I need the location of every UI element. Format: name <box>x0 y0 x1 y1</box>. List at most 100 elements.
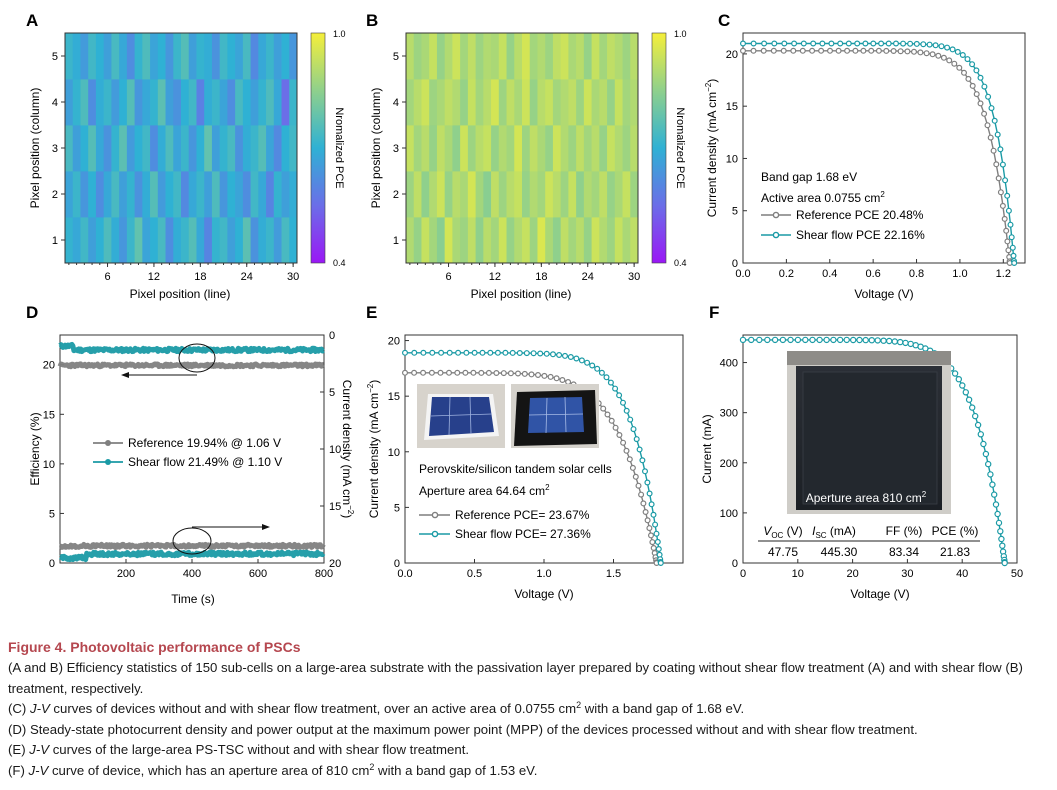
heatmap-cell <box>281 33 290 80</box>
x-tick-label: 800 <box>315 568 333 580</box>
x-tick-label: 30 <box>901 568 913 580</box>
heatmap-cell <box>219 125 228 172</box>
jv-marker <box>603 374 610 381</box>
heatmap-cell <box>591 79 600 126</box>
heatmap-cell <box>529 171 538 218</box>
heatmap-cell <box>522 33 531 80</box>
heatmap-cell <box>103 217 112 264</box>
jv-marker <box>523 350 530 357</box>
jv-marker <box>502 349 509 356</box>
heatmap-cell <box>475 217 484 264</box>
heatmap-cell <box>157 33 166 80</box>
y-tick-label: 0 <box>732 258 738 270</box>
heatmap-cell <box>242 217 251 264</box>
heatmap-cell <box>607 125 616 172</box>
legend-e-shear: Shear flow PCE= 27.36% <box>455 527 591 541</box>
heatmap-cell <box>258 171 267 218</box>
x-tick-label: 12 <box>148 271 160 283</box>
jv-marker <box>584 359 591 366</box>
heatmap-cell <box>491 217 500 264</box>
jv-marker <box>411 349 418 356</box>
x-tick-label: 6 <box>445 271 451 283</box>
table-header-voc: VOC (V) <box>763 524 802 540</box>
y-tick-label: 3 <box>52 143 58 155</box>
heatmap-cell <box>258 125 267 172</box>
jv-marker <box>437 369 444 376</box>
heatmap-cell <box>483 217 492 264</box>
heatmap-cell <box>406 217 415 264</box>
heatmap-cell <box>552 33 562 80</box>
jv-marker <box>954 48 961 55</box>
jv-marker <box>479 349 486 356</box>
jv-marker <box>748 336 755 344</box>
jv-marker <box>890 47 897 54</box>
heatmap-cell <box>103 125 112 172</box>
heatmap-cell <box>522 217 531 264</box>
jv-marker <box>537 350 544 357</box>
heatmap-cell <box>491 33 500 80</box>
table-value-ff: 83.34 <box>889 545 919 559</box>
heatmap-cell <box>227 125 236 172</box>
jv-marker <box>932 42 939 49</box>
jv-marker <box>640 500 647 507</box>
heatmap-cell <box>173 125 182 172</box>
heatmap-cell <box>173 33 182 80</box>
plot-c-axes: 0.0 0.2 0.4 0.6 0.8 1.0 1.2 0 5 10 15 20 <box>726 49 1011 280</box>
heatmap-cell <box>273 217 282 264</box>
x-tick-label: 50 <box>1011 568 1023 580</box>
heatmap-cell <box>537 125 546 172</box>
heatmap-cell <box>622 79 631 126</box>
plot-d-arrowhead-left <box>121 372 129 378</box>
heatmap-cell <box>568 171 577 218</box>
heatmap-cell <box>266 33 275 80</box>
jv-marker <box>739 336 747 344</box>
heatmap-cell <box>103 171 112 218</box>
heatmap-cell <box>88 125 97 172</box>
y-tick-label: 0 <box>49 558 55 570</box>
heatmap-cell <box>165 79 174 126</box>
panel-f: F 0 10 20 30 40 50 0 100 200 300 400 Aperture area… <box>700 303 1023 601</box>
x-tick-label: 0.0 <box>397 568 412 580</box>
heatmap-cell <box>568 79 577 126</box>
jv-marker <box>636 446 643 453</box>
jv-marker <box>809 47 816 54</box>
heatmap-cell <box>95 171 105 218</box>
jv-marker <box>619 399 626 406</box>
heatmap-cell <box>88 171 97 218</box>
jv-marker <box>880 337 887 344</box>
x-tick-label: 30 <box>287 271 299 283</box>
heatmap-cell <box>150 125 159 172</box>
heatmap-cell <box>242 79 251 126</box>
heatmap-cell <box>281 79 290 126</box>
jv-marker <box>420 369 427 376</box>
heatmap-cell <box>72 33 81 80</box>
heatmap-cell <box>119 33 128 80</box>
jv-marker <box>1004 192 1011 199</box>
heatmap-cell <box>80 79 89 126</box>
heatmap-cell <box>607 171 616 218</box>
heatmap-cell <box>150 33 159 80</box>
heatmap-cell <box>630 217 639 264</box>
photo-large-module <box>787 351 951 514</box>
jv-marker <box>446 349 453 356</box>
jv-marker <box>944 44 951 51</box>
plot-c-xlabel: Voltage (V) <box>854 287 913 301</box>
heatmap-cell <box>273 33 282 80</box>
heatmap-cell <box>65 79 74 126</box>
jv-marker <box>639 457 646 464</box>
heatmap-cell <box>591 33 600 80</box>
plot-e-ylabel: Current density (mA cm−2) <box>366 380 381 519</box>
heatmap-cell <box>235 125 244 172</box>
jv-marker <box>956 64 963 71</box>
heatmap-cell <box>126 125 135 172</box>
plot-d-curves <box>57 341 326 563</box>
y-tick-label: 2 <box>393 189 399 201</box>
jv-marker <box>470 369 477 376</box>
heatmap-cell <box>111 79 120 126</box>
heatmap-cell <box>266 79 275 126</box>
heatmap-cell <box>552 125 562 172</box>
heatmap-cell <box>181 171 190 218</box>
heatmap-cell <box>181 217 190 264</box>
heatmap-cell <box>591 217 600 264</box>
